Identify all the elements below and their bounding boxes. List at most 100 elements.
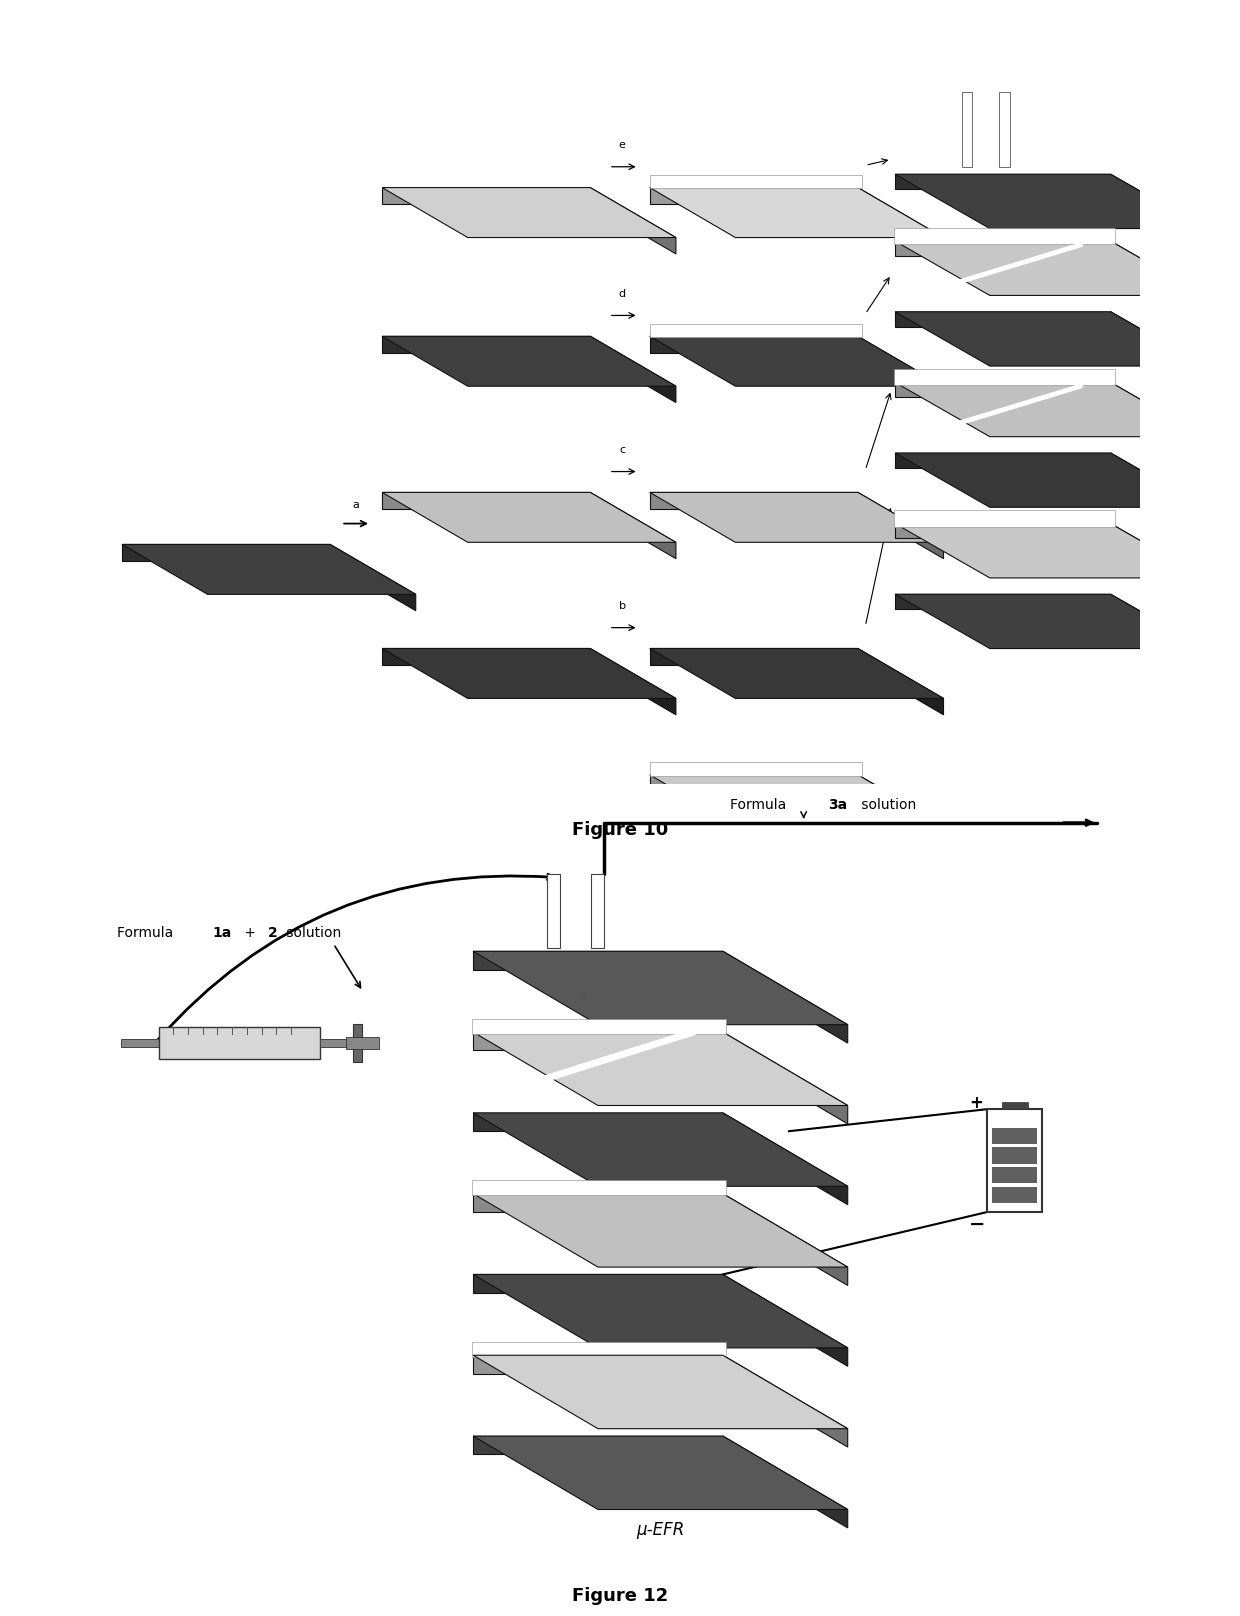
Bar xyxy=(999,92,1009,166)
Bar xyxy=(159,1026,320,1058)
Polygon shape xyxy=(895,383,1111,398)
Bar xyxy=(346,1037,379,1049)
Polygon shape xyxy=(723,1275,848,1366)
Polygon shape xyxy=(723,1194,848,1285)
Polygon shape xyxy=(723,1356,848,1446)
Polygon shape xyxy=(895,175,1205,228)
Text: 1a: 1a xyxy=(212,926,232,941)
Polygon shape xyxy=(895,524,1205,579)
Bar xyxy=(650,763,862,776)
Bar xyxy=(471,1180,725,1196)
Polygon shape xyxy=(895,175,1111,189)
Bar xyxy=(894,228,1115,244)
Polygon shape xyxy=(590,648,676,714)
Bar xyxy=(992,1147,1037,1164)
Polygon shape xyxy=(895,595,1111,609)
Polygon shape xyxy=(650,774,858,792)
Polygon shape xyxy=(650,648,944,698)
Text: Formula: Formula xyxy=(117,926,177,941)
Bar xyxy=(894,368,1115,385)
Polygon shape xyxy=(330,545,415,611)
Polygon shape xyxy=(650,493,858,509)
Polygon shape xyxy=(650,493,944,543)
Polygon shape xyxy=(723,1113,848,1204)
Bar xyxy=(120,1039,161,1047)
Polygon shape xyxy=(858,774,944,842)
Bar xyxy=(894,511,1115,527)
Text: solution: solution xyxy=(857,798,916,811)
Text: e: e xyxy=(619,141,626,150)
Bar xyxy=(1002,1102,1028,1109)
Polygon shape xyxy=(590,336,676,402)
Text: b: b xyxy=(619,601,626,611)
Polygon shape xyxy=(895,383,1205,436)
Polygon shape xyxy=(1111,312,1205,381)
Polygon shape xyxy=(474,1194,723,1212)
Bar xyxy=(590,874,604,947)
Polygon shape xyxy=(650,648,858,664)
Text: +: + xyxy=(968,1094,983,1112)
Polygon shape xyxy=(895,241,1111,255)
Polygon shape xyxy=(858,336,944,402)
Polygon shape xyxy=(382,336,590,352)
Polygon shape xyxy=(474,1275,723,1293)
Polygon shape xyxy=(723,1033,848,1123)
Polygon shape xyxy=(650,187,858,204)
Bar xyxy=(650,175,862,189)
Bar xyxy=(962,92,972,166)
Text: Formula: Formula xyxy=(730,798,791,811)
Polygon shape xyxy=(1111,383,1205,451)
Polygon shape xyxy=(474,1275,848,1348)
Polygon shape xyxy=(895,524,1111,538)
Polygon shape xyxy=(895,452,1111,467)
Polygon shape xyxy=(122,545,415,595)
Polygon shape xyxy=(474,952,848,1025)
Bar xyxy=(547,874,559,947)
Text: 3a: 3a xyxy=(828,798,847,811)
Bar xyxy=(650,323,862,338)
Text: d: d xyxy=(619,289,626,299)
Text: μ-EFR: μ-EFR xyxy=(636,1521,684,1538)
Bar xyxy=(471,1341,725,1357)
Bar xyxy=(320,1039,357,1047)
Polygon shape xyxy=(650,774,944,824)
Bar xyxy=(992,1128,1037,1144)
Text: −: − xyxy=(968,1215,986,1235)
Polygon shape xyxy=(1111,452,1205,522)
Text: solution: solution xyxy=(283,926,341,941)
Bar xyxy=(353,1025,362,1062)
Polygon shape xyxy=(382,493,590,509)
Polygon shape xyxy=(382,187,676,238)
Polygon shape xyxy=(382,336,676,386)
Text: Figure 12: Figure 12 xyxy=(572,1587,668,1605)
Polygon shape xyxy=(474,1113,723,1131)
Polygon shape xyxy=(122,545,330,561)
Polygon shape xyxy=(474,1113,848,1186)
Polygon shape xyxy=(895,312,1205,367)
Polygon shape xyxy=(1111,175,1205,244)
Polygon shape xyxy=(382,648,590,664)
Polygon shape xyxy=(1111,524,1205,593)
Polygon shape xyxy=(650,336,858,352)
Polygon shape xyxy=(895,241,1205,296)
Bar xyxy=(992,1167,1037,1183)
Text: +: + xyxy=(241,926,260,941)
Polygon shape xyxy=(474,1194,848,1267)
Polygon shape xyxy=(723,952,848,1042)
Polygon shape xyxy=(650,187,944,238)
Polygon shape xyxy=(474,1033,723,1050)
Polygon shape xyxy=(474,952,723,970)
Polygon shape xyxy=(474,1437,848,1509)
Bar xyxy=(471,1018,725,1034)
Polygon shape xyxy=(590,187,676,254)
Bar xyxy=(987,1109,1043,1212)
Polygon shape xyxy=(723,1437,848,1527)
Text: c: c xyxy=(619,444,625,456)
Polygon shape xyxy=(474,1033,848,1105)
Polygon shape xyxy=(1111,595,1205,664)
Polygon shape xyxy=(474,1356,723,1374)
Polygon shape xyxy=(858,493,944,559)
Polygon shape xyxy=(650,336,944,386)
Text: a: a xyxy=(352,501,358,511)
Polygon shape xyxy=(895,595,1205,648)
